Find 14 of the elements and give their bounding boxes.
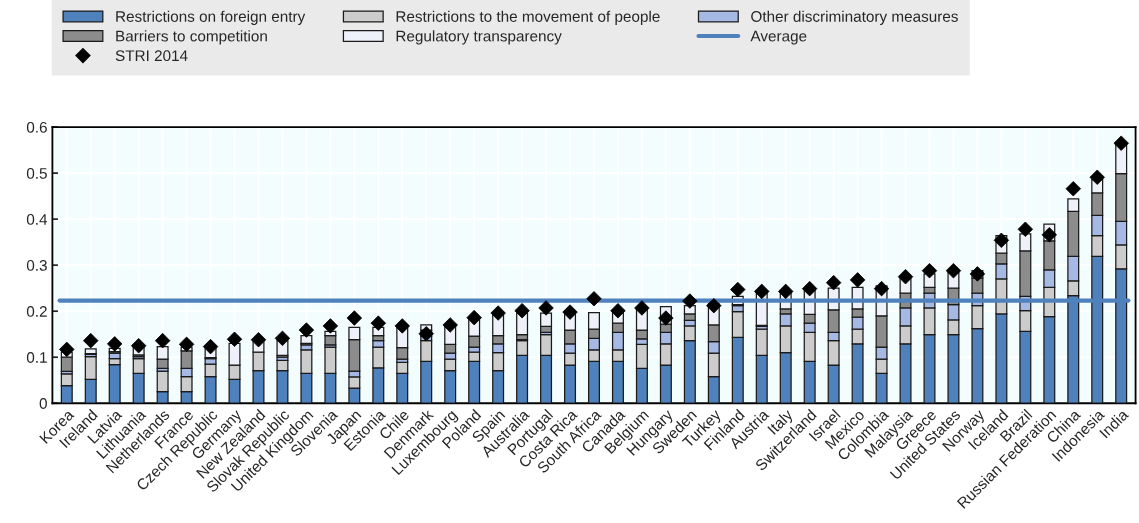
legend-label: Barriers to competition bbox=[116, 30, 267, 45]
legend-label: STRI 2014 bbox=[115, 50, 188, 62]
legend-label: Regulatory transparency bbox=[396, 30, 562, 45]
y-tick-label: 0.6 bbox=[26, 121, 47, 133]
legend-label: Restrictions on foreign entry bbox=[116, 10, 306, 25]
y-tick-label: 0.2 bbox=[26, 306, 47, 317]
y-tick-label: 0.4 bbox=[26, 214, 48, 225]
legend-label: Average bbox=[750, 30, 807, 45]
y-tick-label: 0.1 bbox=[26, 352, 47, 363]
y-tick-label: 0.5 bbox=[26, 167, 47, 179]
legend-label: Other discriminatory measures bbox=[751, 10, 958, 25]
y-tick-label: 0 bbox=[39, 398, 47, 409]
y-tick-label: 0.3 bbox=[26, 260, 47, 271]
legend-label: Restrictions to the movement of people bbox=[396, 10, 660, 25]
